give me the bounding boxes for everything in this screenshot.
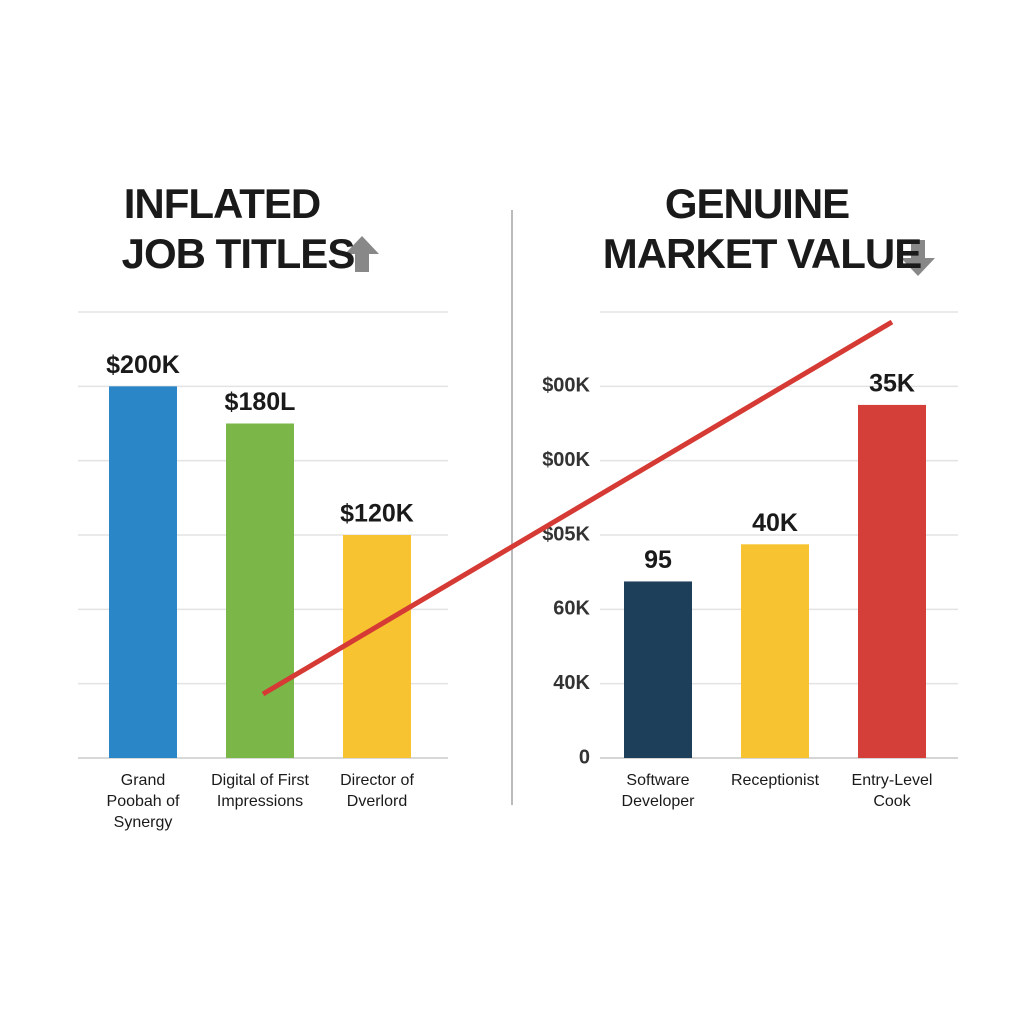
category-label: Grand Poobah of Synergy (106, 772, 180, 831)
y-tick-label: 40K (553, 672, 590, 694)
trend-line (261, 319, 894, 697)
y-tick-label: $00K (542, 375, 590, 397)
value-label: 35K (869, 370, 915, 398)
bar (858, 404, 926, 758)
chart-title: JOB TITLES (122, 230, 355, 277)
chart-title: GENUINE (665, 180, 849, 227)
y-tick-label: 0 (579, 746, 590, 768)
category-label: Receptionist (730, 772, 820, 789)
y-tick-label: 60K (553, 598, 590, 620)
chart-title: INFLATED (124, 180, 321, 227)
value-label: 95 (644, 546, 672, 574)
down-arrow (901, 240, 935, 276)
bar (741, 544, 809, 758)
category-label: Entry-Level Cook (851, 772, 933, 810)
category-label: Software Developer (621, 772, 695, 810)
bar (109, 386, 177, 758)
value-label: $180L (225, 388, 296, 416)
chart-title: MARKET VALUE (603, 230, 922, 277)
category-label: Digital of First Impressions (211, 772, 309, 810)
bar (624, 581, 692, 758)
category-label: Director of Dverlord (340, 772, 414, 810)
y-tick-label: $00K (542, 449, 590, 471)
up-arrow (345, 236, 379, 272)
value-label: $200K (106, 351, 180, 379)
value-label: $120K (340, 500, 414, 528)
value-label: 40K (752, 509, 798, 537)
bar (343, 535, 411, 758)
bar (226, 423, 294, 758)
y-tick-label: $05K (542, 523, 590, 545)
